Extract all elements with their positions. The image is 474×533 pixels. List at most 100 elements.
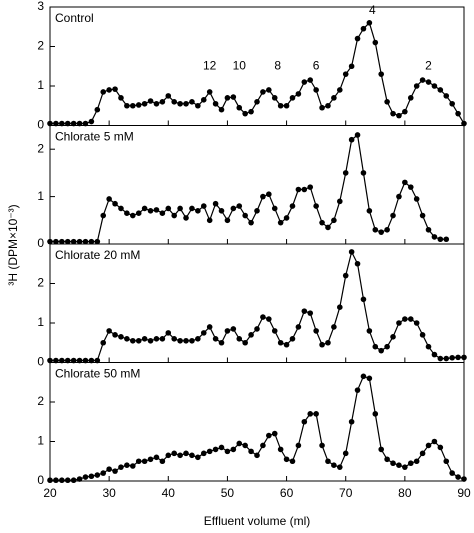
data-point: [437, 444, 444, 451]
data-point: [354, 35, 361, 42]
data-point: [260, 442, 266, 449]
data-point: [153, 454, 160, 461]
data-point: [342, 170, 349, 176]
data-point: [402, 464, 408, 470]
y-tick-label: 0: [37, 236, 44, 250]
x-tick-label: 80: [398, 486, 412, 500]
data-point: [384, 343, 390, 350]
data-point: [378, 347, 385, 354]
data-point: [260, 193, 266, 200]
data-point: [313, 203, 319, 209]
data-point: [183, 450, 189, 457]
data-point: [64, 238, 71, 245]
y-tick-label: 2: [37, 394, 44, 408]
data-point: [419, 450, 426, 457]
data-point: [177, 452, 183, 459]
data-point: [230, 94, 237, 100]
data-point: [236, 440, 243, 447]
data-point: [165, 93, 172, 99]
data-point: [47, 357, 53, 364]
peak-label: 8: [274, 58, 281, 72]
data-point: [413, 83, 420, 89]
data-point: [70, 477, 77, 484]
data-point: [319, 442, 325, 449]
data-point: [283, 341, 290, 348]
data-point: [224, 217, 231, 224]
data-point: [313, 411, 319, 417]
data-point: [313, 328, 319, 334]
data-point: [171, 450, 177, 457]
data-point: [189, 337, 195, 344]
data-point: [301, 79, 308, 85]
data-point: [82, 474, 89, 480]
data-point: [112, 332, 118, 338]
data-point: [135, 458, 142, 465]
data-point: [378, 229, 385, 235]
data-point: [271, 328, 278, 334]
data-point: [195, 336, 201, 342]
data-point: [266, 432, 272, 439]
data-point: [159, 210, 166, 216]
data-point: [331, 462, 337, 469]
data-point: [130, 212, 136, 219]
data-point: [248, 219, 254, 226]
data-point: [230, 205, 237, 212]
data-point: [195, 454, 201, 461]
data-point: [384, 456, 390, 463]
data-point: [425, 226, 432, 233]
panel-frame: [49, 6, 465, 126]
data-point: [59, 477, 65, 484]
data-point: [301, 186, 308, 193]
data-point: [141, 336, 148, 342]
y-tick-label: 0: [37, 118, 44, 132]
data-point: [437, 236, 444, 243]
data-point: [271, 430, 278, 437]
data-point: [153, 100, 160, 107]
data-point: [449, 354, 455, 361]
peak-label: 2: [425, 58, 432, 72]
data-point: [372, 411, 379, 417]
data-point: [319, 341, 325, 348]
data-point: [337, 464, 343, 470]
data-point: [384, 226, 390, 233]
data-point: [206, 448, 213, 455]
data-point: [135, 337, 142, 344]
data-point: [390, 212, 396, 219]
data-point: [118, 205, 124, 212]
peak-label: 4: [369, 3, 376, 17]
data-point: [135, 210, 142, 216]
data-point: [118, 334, 124, 340]
data-point: [100, 89, 107, 95]
panel-frame: [49, 362, 465, 482]
data-point: [159, 99, 166, 105]
data-point: [360, 170, 367, 176]
data-point: [171, 212, 177, 219]
data-point: [407, 316, 414, 322]
data-point: [307, 184, 314, 190]
data-point: [325, 458, 331, 465]
data-point: [53, 357, 59, 364]
peak-label: 10: [233, 58, 247, 72]
data-point: [171, 336, 177, 342]
data-point: [337, 304, 343, 311]
data-point: [94, 238, 101, 245]
series-line: [50, 250, 464, 362]
data-point: [206, 324, 213, 330]
data-point: [413, 458, 420, 465]
data-point: [455, 110, 461, 117]
data-point: [94, 472, 101, 478]
data-point: [419, 77, 426, 83]
data-point: [390, 334, 396, 340]
data-point: [147, 208, 154, 214]
data-point: [171, 99, 177, 105]
data-point: [189, 452, 195, 459]
y-tick-label: 3: [37, 0, 44, 13]
data-point: [177, 205, 183, 212]
data-point: [224, 448, 231, 455]
data-point: [390, 110, 396, 117]
data-point: [266, 87, 272, 93]
data-point: [443, 458, 450, 465]
data-point: [76, 476, 83, 482]
data-point: [254, 208, 260, 214]
